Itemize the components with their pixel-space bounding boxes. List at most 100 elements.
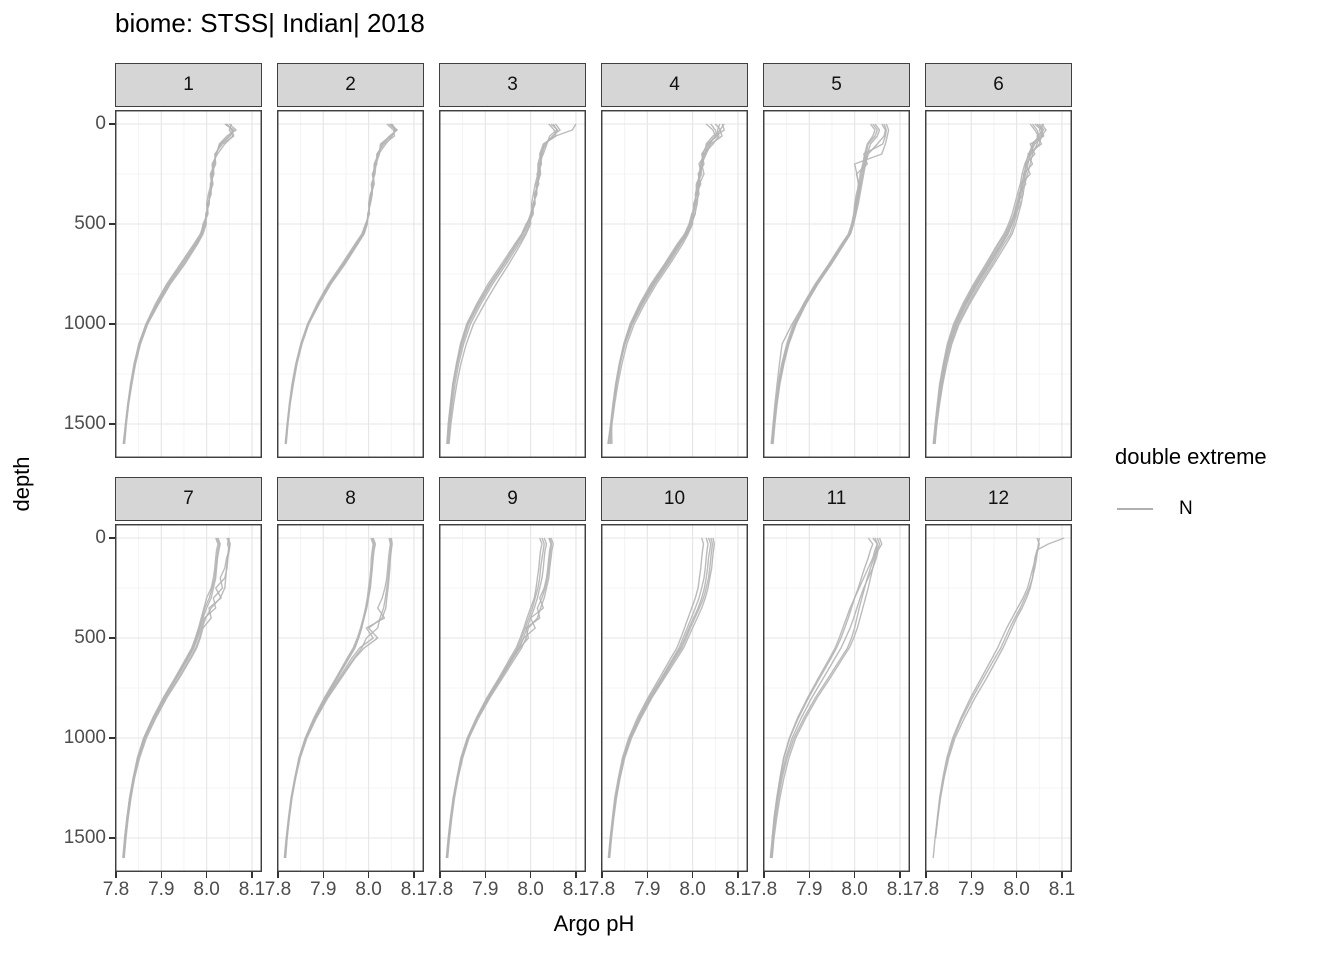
x-tick-label: 8.1 — [400, 879, 428, 900]
profile-line — [122, 537, 221, 859]
profile-line — [447, 123, 559, 445]
panel-border — [925, 524, 1072, 872]
facet-panel-3 — [439, 110, 586, 458]
profile-line — [284, 537, 393, 859]
profile-line — [932, 123, 1041, 445]
x-tick-mark — [529, 872, 532, 878]
panel-border — [439, 524, 586, 872]
legend-key-line — [1117, 507, 1153, 511]
profile-line — [448, 537, 553, 839]
x-tick-label: 8.1 — [562, 879, 590, 900]
profile-line — [772, 123, 887, 445]
y-axis-title: depth — [9, 456, 34, 512]
x-tick-mark — [160, 872, 163, 878]
x-tick-mark — [646, 872, 649, 878]
x-tick-mark — [1015, 872, 1018, 878]
panel-border — [601, 110, 748, 458]
panel-border — [763, 110, 910, 458]
x-tick-label: 8.0 — [1003, 879, 1030, 900]
panel-border — [115, 110, 262, 458]
x-tick-label: 7.9 — [310, 879, 337, 900]
x-tick-mark — [439, 872, 441, 878]
profile-line — [771, 123, 890, 445]
profile-line — [285, 123, 396, 445]
panel-border — [763, 524, 910, 872]
x-tick-mark — [367, 872, 370, 878]
facet-strip-4: 4 — [601, 63, 748, 107]
profile-line — [285, 123, 398, 445]
panel-border — [601, 524, 748, 872]
profile-line — [285, 537, 377, 859]
x-tick-mark — [251, 872, 253, 878]
plot-title: biome: STSS| Indian| 2018 — [115, 8, 425, 38]
x-tick-label: 7.9 — [148, 879, 175, 900]
x-tick-mark — [691, 872, 694, 878]
panel-border — [439, 110, 586, 458]
x-tick-mark — [484, 872, 487, 878]
profile-line — [447, 537, 555, 859]
facet-panel-7 — [115, 524, 262, 872]
profile-line — [285, 123, 398, 445]
facet-panel-2 — [277, 110, 424, 458]
profile-line — [447, 123, 558, 445]
profile-line — [771, 537, 879, 859]
y-tick-mark — [109, 423, 115, 425]
x-tick-label: 8.1 — [886, 879, 914, 900]
profile-line — [445, 537, 543, 859]
facet-strip-11: 11 — [763, 477, 910, 521]
y-tick-mark — [109, 637, 115, 639]
profile-line — [446, 123, 577, 445]
y-tick-mark — [109, 123, 115, 125]
panel-border — [115, 524, 262, 872]
facet-panel-1 — [115, 110, 262, 458]
profile-line — [608, 537, 712, 859]
panel-border — [277, 110, 424, 458]
facet-panel-8 — [277, 524, 424, 872]
profile-line — [122, 123, 237, 445]
profile-line — [932, 537, 1041, 859]
facet-panel-6 — [925, 110, 1072, 458]
x-tick-label: 8.0 — [841, 879, 868, 900]
x-tick-mark — [277, 872, 279, 878]
legend-entry-label: N — [1179, 498, 1193, 519]
x-tick-mark — [899, 872, 901, 878]
profile-line — [933, 123, 1045, 445]
profile-line — [123, 123, 234, 445]
x-tick-mark — [575, 872, 577, 878]
profile-line — [770, 537, 881, 859]
facet-strip-3: 3 — [439, 63, 586, 107]
profile-line — [123, 123, 235, 445]
profile-line — [771, 537, 874, 839]
y-tick-label: 1000 — [63, 727, 106, 748]
x-tick-label: 7.9 — [634, 879, 661, 900]
x-tick-mark — [970, 872, 973, 878]
facet-strip-1: 1 — [115, 63, 262, 107]
x-tick-mark — [205, 872, 208, 878]
y-tick-label: 1000 — [63, 313, 106, 334]
y-tick-mark — [109, 737, 115, 739]
profile-line — [771, 123, 888, 445]
x-tick-label: 7.8 — [912, 879, 940, 900]
facet-panel-5 — [763, 110, 910, 458]
facet-strip-10: 10 — [601, 477, 748, 521]
x-tick-label: 7.9 — [472, 879, 499, 900]
legend: double extreme N — [1115, 444, 1267, 520]
x-tick-mark — [1061, 872, 1063, 878]
facet-strip-5: 5 — [763, 63, 910, 107]
profile-line — [123, 123, 234, 445]
y-tick-mark — [109, 837, 115, 839]
facet-panel-12 — [925, 524, 1072, 872]
x-tick-label: 8.0 — [355, 879, 382, 900]
profile-line — [771, 537, 883, 859]
facet-strip-7: 7 — [115, 477, 262, 521]
x-tick-mark — [808, 872, 811, 878]
profile-line — [122, 537, 221, 859]
profile-line — [933, 123, 1040, 445]
legend-entry: N — [1117, 498, 1267, 520]
profile-line — [123, 123, 235, 445]
x-tick-mark — [115, 872, 117, 878]
facet-strip-12: 12 — [925, 477, 1072, 521]
profile-line — [934, 537, 1040, 839]
x-tick-mark — [737, 872, 739, 878]
